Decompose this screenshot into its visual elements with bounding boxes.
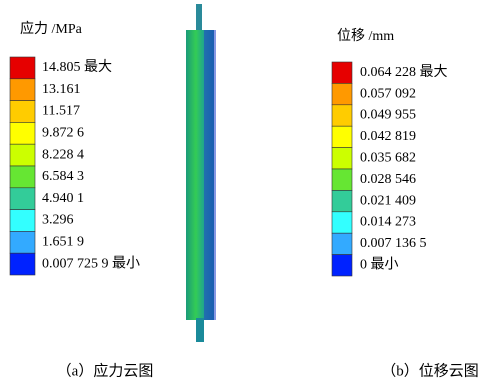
legend-label: 0 最小 xyxy=(360,257,399,273)
legend-label: 0.014 273 xyxy=(360,215,416,230)
legend-label: 0.007 725 9 最小 xyxy=(42,255,140,271)
legend-label: 11.517 xyxy=(42,104,80,119)
page: 应力 /MPa 14.805 最大 13.161 11.517 9.872 6 8.228… xyxy=(0,0,484,385)
color-swatch xyxy=(332,169,352,190)
color-swatch xyxy=(10,166,35,188)
legend-label: 0.028 546 xyxy=(360,172,416,187)
caption: （b）位移云图 xyxy=(381,362,479,379)
color-swatch xyxy=(332,212,352,233)
legend-label: 6.584 3 xyxy=(42,169,84,184)
legend-label: 4.940 1 xyxy=(42,191,84,206)
caption: （a）应力云图 xyxy=(57,361,154,379)
color-swatch xyxy=(10,122,35,144)
color-swatch xyxy=(332,105,352,126)
color-swatch xyxy=(332,62,352,83)
legend-label: 0.042 819 xyxy=(360,129,416,144)
shaft-top xyxy=(196,4,202,34)
legend-title: 位移 /mm xyxy=(337,28,394,44)
color-swatch xyxy=(10,188,35,210)
legend-label: 0.057 092 xyxy=(360,86,416,101)
color-swatch xyxy=(10,144,35,166)
color-swatch xyxy=(332,126,352,147)
legend-label: 0.021 409 xyxy=(360,193,416,208)
color-swatch xyxy=(332,83,352,104)
legend-label: 0.049 955 xyxy=(360,108,416,123)
color-swatch xyxy=(10,210,35,232)
color-swatch xyxy=(10,101,35,123)
color-swatch xyxy=(332,233,352,254)
legend-label: 14.805 最大 xyxy=(42,59,112,75)
legend-label: 8.228 4 xyxy=(42,147,84,162)
color-swatch xyxy=(10,57,35,79)
legend-label: 0.007 136 5 xyxy=(360,236,427,251)
figure: 应力 /MPa 14.805 最大 13.161 11.517 9.872 6 8.228… xyxy=(0,0,484,385)
legend-label: 13.161 xyxy=(42,82,81,97)
color-swatch xyxy=(10,231,35,253)
color-swatch xyxy=(332,190,352,211)
shaft-edge xyxy=(204,30,216,320)
shaft-bottom xyxy=(196,318,204,342)
legend-title: 应力 /MPa xyxy=(20,20,83,37)
color-swatch xyxy=(10,253,35,275)
legend-label: 0.035 682 xyxy=(360,151,416,166)
color-swatch xyxy=(332,255,352,276)
legend-label: 9.872 6 xyxy=(42,126,84,141)
legend-label: 0.064 228 最大 xyxy=(360,64,448,80)
color-swatch xyxy=(10,79,35,101)
legend-label: 3.296 xyxy=(42,213,74,228)
color-swatch xyxy=(332,148,352,169)
shaft-model xyxy=(186,4,216,342)
legend-label: 1.651 9 xyxy=(42,235,84,250)
